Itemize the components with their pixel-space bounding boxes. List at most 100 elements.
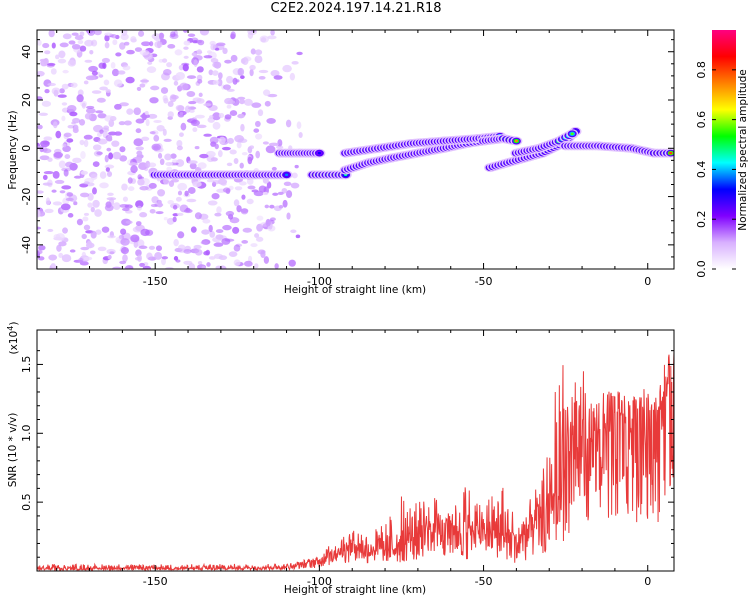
noise-blob bbox=[189, 162, 197, 170]
noise-blob bbox=[247, 30, 258, 36]
noise-blob bbox=[237, 67, 245, 76]
noise-blob bbox=[37, 96, 43, 101]
spectrogram-frame bbox=[36, 29, 675, 270]
noise-blob bbox=[210, 58, 219, 63]
noise-blob bbox=[165, 161, 173, 166]
noise-blob bbox=[123, 41, 130, 46]
noise-blob bbox=[177, 190, 183, 196]
noise-blob bbox=[60, 203, 71, 211]
noise-blob bbox=[44, 208, 54, 214]
noise-blob bbox=[135, 146, 144, 151]
noise-blob bbox=[175, 71, 186, 80]
noise-blob bbox=[125, 76, 135, 84]
noise-blob bbox=[209, 115, 214, 119]
noise-blob bbox=[260, 37, 267, 43]
noise-blob bbox=[81, 102, 86, 109]
noise-blob bbox=[188, 101, 197, 105]
noise-blob bbox=[203, 103, 212, 107]
noise-blob bbox=[225, 75, 234, 84]
noise-blob bbox=[291, 61, 299, 65]
noise-blob bbox=[282, 199, 288, 208]
noise-blob bbox=[97, 246, 107, 252]
spectrogram-x-axis-title: Height of straight line (km) bbox=[284, 284, 426, 296]
noise-blob bbox=[133, 107, 141, 116]
colorbar: 0.0 0.2 0.4 0.6 0.8 Normalized spectral ampl… bbox=[695, 30, 749, 278]
noise-blob bbox=[83, 134, 93, 140]
noise-blob bbox=[176, 145, 183, 151]
noise-blob bbox=[170, 31, 176, 38]
noise-blob bbox=[281, 187, 288, 194]
noise-blob bbox=[66, 105, 77, 113]
noise-blob bbox=[119, 102, 129, 107]
noise-blob bbox=[255, 133, 263, 140]
noise-blob bbox=[102, 62, 107, 69]
noise-blob bbox=[197, 162, 207, 170]
noise-blob bbox=[99, 171, 107, 179]
noise-blob bbox=[241, 194, 246, 200]
noise-blob bbox=[229, 110, 238, 117]
noise-blob bbox=[186, 75, 197, 79]
noise-blob bbox=[240, 123, 245, 132]
noise-blob bbox=[179, 111, 184, 116]
x-tick-label: -100 bbox=[307, 275, 332, 288]
noise-blob bbox=[268, 142, 279, 146]
noise-blob bbox=[179, 82, 189, 91]
noise-blob bbox=[42, 43, 50, 49]
colorbar-ticks: 0.0 0.2 0.4 0.6 0.8 bbox=[695, 61, 736, 278]
noise-blob bbox=[99, 129, 104, 134]
noise-blob bbox=[79, 139, 85, 146]
noise-blob bbox=[233, 157, 239, 165]
noise-blob bbox=[263, 256, 270, 264]
noise-blob bbox=[52, 121, 58, 129]
noise-blob bbox=[166, 166, 173, 172]
noise-blob bbox=[232, 77, 238, 85]
noise-blob bbox=[82, 216, 89, 222]
noise-blob bbox=[72, 157, 82, 164]
noise-blob bbox=[103, 125, 110, 130]
noise-blob bbox=[43, 171, 54, 175]
noise-blob bbox=[197, 78, 203, 84]
noise-blob bbox=[92, 161, 100, 167]
noise-blob bbox=[54, 179, 65, 184]
noise-blob bbox=[61, 115, 66, 122]
noise-blob bbox=[271, 166, 277, 171]
colorbar-gradient bbox=[712, 30, 736, 269]
noise-blob bbox=[208, 69, 214, 76]
noise-blob bbox=[290, 182, 300, 189]
noise-blob bbox=[246, 198, 254, 205]
noise-blob bbox=[237, 113, 245, 119]
noise-blob bbox=[253, 128, 260, 133]
noise-blob bbox=[167, 44, 176, 49]
noise-blob bbox=[202, 218, 211, 224]
noise-blob bbox=[278, 204, 284, 209]
noise-blob bbox=[214, 143, 219, 150]
noise-blob bbox=[162, 58, 168, 63]
chart-title: C2E2.2024.197.14.21.R18 bbox=[270, 1, 442, 16]
noise-blob bbox=[186, 198, 197, 203]
noise-blob bbox=[174, 49, 183, 56]
noise-blob bbox=[230, 54, 238, 62]
noise-blob bbox=[270, 70, 280, 77]
noise-blob bbox=[257, 109, 264, 117]
noise-blob bbox=[154, 251, 163, 260]
noise-blob bbox=[217, 78, 223, 87]
snr-series-line bbox=[37, 351, 674, 571]
noise-blob bbox=[137, 178, 145, 186]
noise-blob bbox=[167, 199, 174, 205]
noise-blob bbox=[135, 118, 145, 124]
noise-blob bbox=[47, 228, 54, 232]
noise-blob bbox=[137, 254, 142, 262]
noise-blob bbox=[218, 112, 225, 118]
noise-blob bbox=[178, 244, 186, 251]
noise-blob bbox=[101, 226, 110, 233]
noise-blob bbox=[52, 171, 60, 179]
noise-blob bbox=[168, 180, 175, 188]
noise-blob bbox=[42, 182, 53, 186]
noise-blob bbox=[37, 39, 42, 46]
noise-blob bbox=[197, 261, 203, 265]
noise-blob bbox=[113, 202, 121, 210]
noise-blob bbox=[111, 140, 120, 147]
noise-blob bbox=[228, 251, 238, 257]
noise-blob bbox=[173, 256, 179, 261]
